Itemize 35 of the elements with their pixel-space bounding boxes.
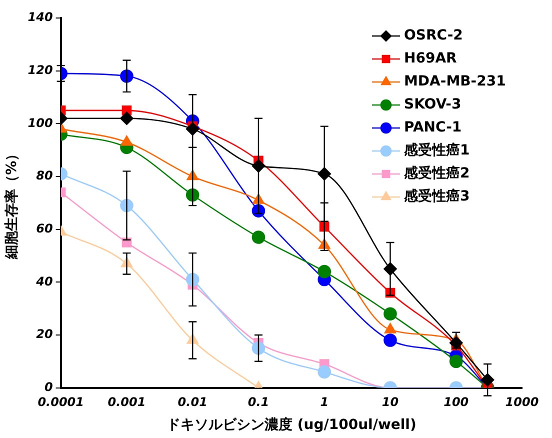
point <box>120 135 133 146</box>
x-tick-label: 0.0001 <box>38 395 84 410</box>
y-tick-label: 20 <box>36 327 53 342</box>
y-tick-label: 80 <box>36 168 53 183</box>
point <box>120 112 134 126</box>
point <box>384 334 397 347</box>
x-tick-label: 0.001 <box>108 395 146 410</box>
y-axis-title: 細胞生存率（%） <box>3 146 20 260</box>
legend-label: 感受性癌2 <box>403 164 470 182</box>
y-tick-label: 40 <box>35 274 53 288</box>
legend-label: SKOV-3 <box>404 96 462 113</box>
y-tick-label: 0 <box>44 380 53 394</box>
legend-label: 感受性癌3 <box>403 188 470 205</box>
point <box>449 354 463 368</box>
x-tick-label: 10 <box>382 395 399 410</box>
x-tick-label: 0.01 <box>178 395 208 410</box>
point <box>318 365 332 379</box>
point <box>318 264 332 278</box>
y-tick-label: 60 <box>36 221 53 236</box>
x-axis-title: ドキソルビシン濃度 (ug/100ul/well) <box>166 416 416 434</box>
x-tick-label: 1000 <box>505 395 539 410</box>
legend-label: H69AR <box>404 50 458 67</box>
point <box>252 230 266 244</box>
x-tick-label: 0.1 <box>248 395 270 410</box>
legend-label: PANC-1 <box>404 120 462 136</box>
legend-label: MDA-MB-231 <box>404 74 506 90</box>
point <box>384 307 397 320</box>
y-tick-label: 140 <box>28 10 53 24</box>
legend-label: OSRC-2 <box>404 28 463 44</box>
y-tick-label: 100 <box>28 116 53 130</box>
x-tick-label: 1 <box>320 395 329 410</box>
legend-label: 感受性癌1 <box>403 142 470 159</box>
x-tick-label: 100 <box>444 395 469 410</box>
point <box>384 323 396 334</box>
y-tick-label: 120 <box>28 62 53 77</box>
